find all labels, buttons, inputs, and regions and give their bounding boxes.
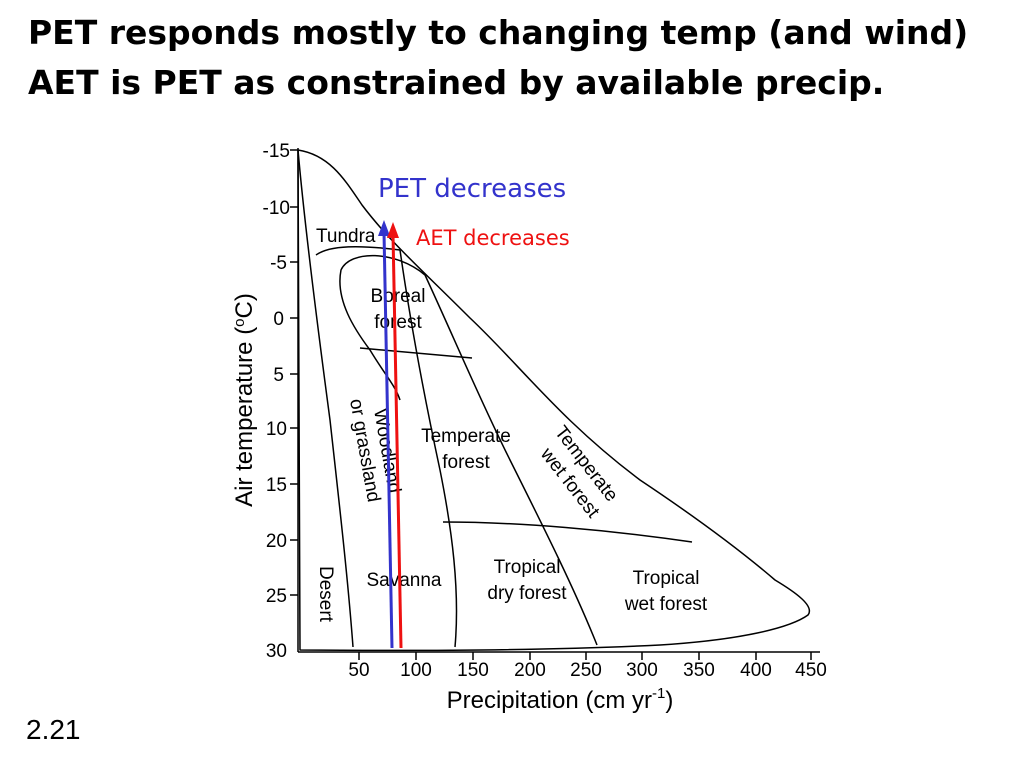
- temperate-forest-label-line1: Temperate: [421, 426, 511, 447]
- x-tick-label: 350: [683, 660, 715, 681]
- x-tick-label: 250: [570, 660, 602, 681]
- tropical-dry-label-line1: Tropical: [494, 557, 561, 578]
- title-line-1: PET responds mostly to changing temp (an…: [28, 13, 969, 52]
- y-tick-label: -5: [270, 253, 287, 274]
- y-tick-label: 0: [273, 309, 284, 330]
- title-line-2: AET is PET as constrained by available p…: [28, 63, 885, 102]
- aet-arrow-head: [387, 222, 399, 238]
- tundra-label: Tundra: [316, 226, 376, 247]
- tropical-divider: [442, 521, 693, 543]
- y-tick-labels: -15 -10 -5 0 5 10 15 20 25 30: [263, 141, 290, 662]
- y-tick-label: 15: [266, 475, 287, 496]
- x-tick-label: 300: [626, 660, 658, 681]
- aet-arrow-line: [391, 233, 403, 649]
- aet-arrow: [387, 222, 403, 649]
- y-tick-label: 5: [273, 365, 284, 386]
- tropical-dry-label-line2: dry forest: [487, 583, 567, 604]
- y-tick-label: 10: [266, 419, 287, 440]
- slide-number: 2.21: [26, 714, 81, 745]
- x-tick-label: 400: [740, 660, 772, 681]
- region-labels: Tundra Boreal forest Temperate forest Wo…: [315, 226, 708, 623]
- pet-arrow-head: [378, 220, 390, 236]
- y-axis-title: Air temperature (oC): [231, 293, 258, 507]
- tropical-wet-label-line1: Tropical: [633, 568, 700, 589]
- x-axis-title: Precipitation (cm yr-1): [447, 685, 674, 714]
- x-tick-label: 200: [514, 660, 546, 681]
- x-ticks: [358, 652, 812, 660]
- woodland-boundary: [399, 249, 458, 648]
- outer-envelope: [297, 149, 811, 652]
- x-tick-labels: 50 100 150 200 250 300 350 400 450: [348, 660, 826, 681]
- boreal-temperate-divider: [359, 347, 473, 359]
- x-tick-label: 450: [795, 660, 827, 681]
- pet-decreases-label: PET decreases: [378, 174, 566, 204]
- y-tick-label: 20: [266, 531, 287, 552]
- boreal-label-line1: Boreal: [371, 286, 426, 307]
- x-tick-label: 100: [400, 660, 432, 681]
- pet-arrow: [378, 220, 394, 649]
- desert-label: Desert: [315, 566, 336, 623]
- tundra-boundary: [315, 245, 401, 256]
- slide-title: PET responds mostly to changing temp (an…: [28, 8, 968, 108]
- y-ticks: [290, 149, 298, 596]
- x-tick-label: 50: [348, 660, 369, 681]
- y-tick-label: -10: [263, 198, 290, 219]
- savanna-label: Savanna: [366, 570, 441, 591]
- y-tick-label: 25: [266, 586, 287, 607]
- y-tick-label: -15: [263, 141, 290, 162]
- aet-decreases-label: AET decreases: [416, 226, 570, 250]
- pet-arrow-line: [382, 231, 394, 649]
- y-tick-label: 30: [266, 641, 287, 662]
- boreal-label-line2: forest: [374, 312, 422, 333]
- desert-boundary: [297, 149, 354, 648]
- x-tick-label: 150: [457, 660, 489, 681]
- temperate-forest-label-line2: forest: [442, 452, 490, 473]
- tropical-wet-label-line2: wet forest: [624, 594, 708, 615]
- biome-boundaries: [297, 149, 811, 652]
- temperate-wet-boundary: [424, 274, 598, 646]
